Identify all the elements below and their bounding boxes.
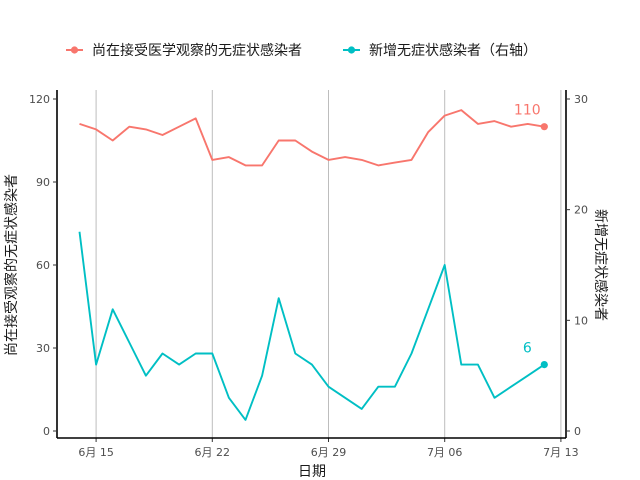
tick-labels: 6月 15 6月 22 6月 29 7月 06 7月 13 0 30 60 90 120 0 10 20… [29, 93, 588, 459]
series-layer: 110 6 [78, 103, 548, 421]
end-value-label: 6 [523, 341, 532, 357]
y-tick-label: 120 [29, 93, 50, 106]
legend: 尚在接受医学观察的无症状感染者 新增无症状感染者（右轴） [66, 42, 537, 59]
legend-key-marker [347, 46, 356, 54]
y2-axis-title: 新增无症状感染者 [592, 209, 609, 321]
y2-tick-label: 20 [574, 204, 588, 217]
legend-key-marker [70, 46, 79, 54]
x-axis-title: 日期 [298, 464, 326, 480]
y-axis-title: 尚在接受观察的无症状感染者 [3, 174, 20, 356]
y2-tick-label: 0 [574, 425, 581, 438]
end-point-marker [540, 361, 548, 369]
series-line-0 [79, 109, 545, 167]
x-tick-label: 7月 13 [543, 446, 579, 459]
y-tick-label: 30 [36, 342, 50, 355]
y-tick-label: 90 [36, 176, 50, 189]
legend-label: 新增无症状感染者（右轴） [369, 42, 537, 59]
x-tick-label: 6月 15 [78, 446, 114, 459]
x-tick-label: 6月 22 [195, 446, 231, 459]
y-tick-label: 0 [43, 425, 50, 438]
end-value-label: 110 [514, 103, 541, 119]
y2-tick-label: 10 [574, 314, 588, 327]
x-tick-label: 7月 06 [427, 446, 463, 459]
y2-tick-label: 30 [574, 93, 588, 106]
axes [53, 90, 570, 442]
y-tick-label: 60 [36, 259, 50, 272]
series-line-1 [78, 231, 545, 421]
end-point-marker [540, 123, 548, 131]
legend-label: 尚在接受医学观察的无症状感染者 [92, 42, 302, 59]
gridlines [95, 90, 562, 438]
x-tick-label: 6月 29 [311, 446, 347, 459]
